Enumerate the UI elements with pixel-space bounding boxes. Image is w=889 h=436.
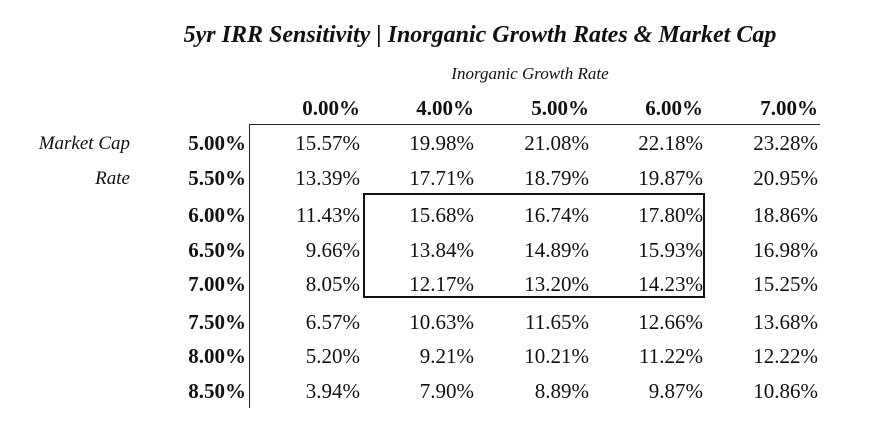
column-header: 7.00%	[760, 96, 818, 120]
table-cell: 15.93%	[638, 238, 703, 262]
row-header: 5.50%	[188, 166, 246, 190]
header-divider	[250, 124, 820, 125]
row-header: 5.00%	[188, 131, 246, 155]
row-header: 7.00%	[188, 272, 246, 296]
table-cell: 19.87%	[638, 166, 703, 190]
table-cell: 7.90%	[419, 379, 474, 403]
highlight-box	[363, 193, 705, 298]
table-cell: 9.21%	[419, 344, 474, 368]
table-cell: 12.17%	[409, 272, 474, 296]
table-cell: 15.25%	[753, 272, 818, 296]
table-cell: 12.22%	[753, 344, 818, 368]
table-cell: 13.68%	[753, 310, 818, 334]
table-cell: 14.89%	[524, 238, 589, 262]
table-cell: 9.87%	[648, 379, 703, 403]
row-header: 8.00%	[188, 344, 246, 368]
table-cell: 22.18%	[638, 131, 703, 155]
table-cell: 13.84%	[409, 238, 474, 262]
table-cell: 12.66%	[638, 310, 703, 334]
table-cell: 18.86%	[753, 203, 818, 227]
column-axis-label: Inorganic Growth Rate	[451, 64, 609, 83]
table-cell: 19.98%	[409, 131, 474, 155]
row-axis-label-line2: Rate	[95, 168, 130, 189]
page-title: 5yr IRR Sensitivity | Inorganic Growth R…	[183, 22, 777, 48]
table-cell: 10.86%	[753, 379, 818, 403]
table-cell: 17.71%	[409, 166, 474, 190]
table-cell: 9.66%	[305, 238, 360, 262]
column-header: 6.00%	[645, 96, 703, 120]
table-cell: 13.39%	[295, 166, 360, 190]
table-cell: 14.23%	[638, 272, 703, 296]
table-cell: 11.22%	[639, 344, 703, 368]
row-header: 6.00%	[188, 203, 246, 227]
row-header: 7.50%	[188, 310, 246, 334]
table-cell: 16.74%	[524, 203, 589, 227]
table-cell: 13.20%	[524, 272, 589, 296]
table-cell: 8.89%	[534, 379, 589, 403]
table-cell: 21.08%	[524, 131, 589, 155]
table-cell: 8.05%	[305, 272, 360, 296]
table-cell: 11.43%	[296, 203, 360, 227]
table-cell: 23.28%	[753, 131, 818, 155]
column-header: 5.00%	[531, 96, 589, 120]
row-axis-label-line1: Market Cap	[38, 133, 130, 154]
row-header: 6.50%	[188, 238, 246, 262]
table-cell: 18.79%	[524, 166, 589, 190]
column-header: 4.00%	[416, 96, 474, 120]
table-cell: 6.57%	[305, 310, 360, 334]
table-cell: 5.20%	[305, 344, 360, 368]
row-header: 8.50%	[188, 379, 246, 403]
table-cell: 20.95%	[753, 166, 818, 190]
table-cell: 16.98%	[753, 238, 818, 262]
table-cell: 10.21%	[524, 344, 589, 368]
table-cell: 15.68%	[409, 203, 474, 227]
table-cell: 11.65%	[525, 310, 589, 334]
column-header: 0.00%	[302, 96, 360, 120]
table-cell: 3.94%	[305, 379, 360, 403]
row-header-divider	[249, 124, 250, 408]
table-cell: 17.80%	[638, 203, 703, 227]
table-cell: 15.57%	[295, 131, 360, 155]
table-cell: 10.63%	[409, 310, 474, 334]
